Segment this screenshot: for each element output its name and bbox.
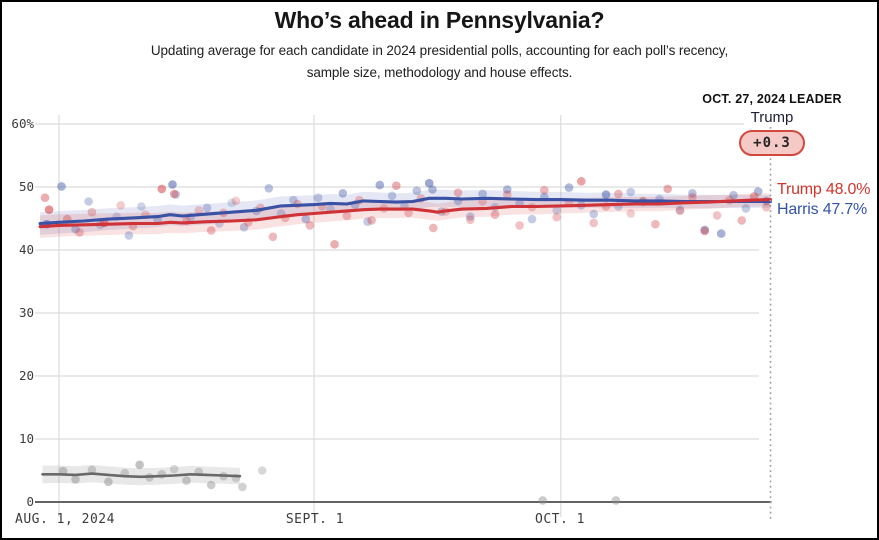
- leader-margin-badge: +0.3: [739, 130, 805, 156]
- harris-end-label: Harris 47.7%: [777, 201, 868, 218]
- trump-end-label: Trump 48.0%: [777, 181, 871, 198]
- y-tick-label-0: 0: [26, 494, 34, 509]
- leader-date-label: OCT. 27, 2024 LEADER: [702, 92, 842, 106]
- subtitle-line-1: Updating average for each candidate in 2…: [150, 43, 729, 58]
- x-tick-label-sept1: SEPT. 1: [285, 512, 345, 527]
- y-tick-label-10: 10: [18, 431, 34, 446]
- subtitle-line-2: sample size, methodology and house effec…: [306, 65, 573, 80]
- y-tick-label-60: 60%: [11, 116, 34, 131]
- y-tick-label-40: 40: [18, 242, 34, 257]
- y-tick-label-30: 30: [18, 305, 34, 320]
- x-tick-label-aug1: AUG. 1, 2024: [15, 512, 115, 527]
- y-tick-label-20: 20: [18, 368, 34, 383]
- x-tick-label-oct1: OCT. 1: [535, 512, 585, 527]
- y-tick-label-50: 50: [18, 179, 34, 194]
- page-title: Who’s ahead in Pennsylvania?: [274, 7, 605, 33]
- leader-name-label: Trump: [750, 109, 794, 126]
